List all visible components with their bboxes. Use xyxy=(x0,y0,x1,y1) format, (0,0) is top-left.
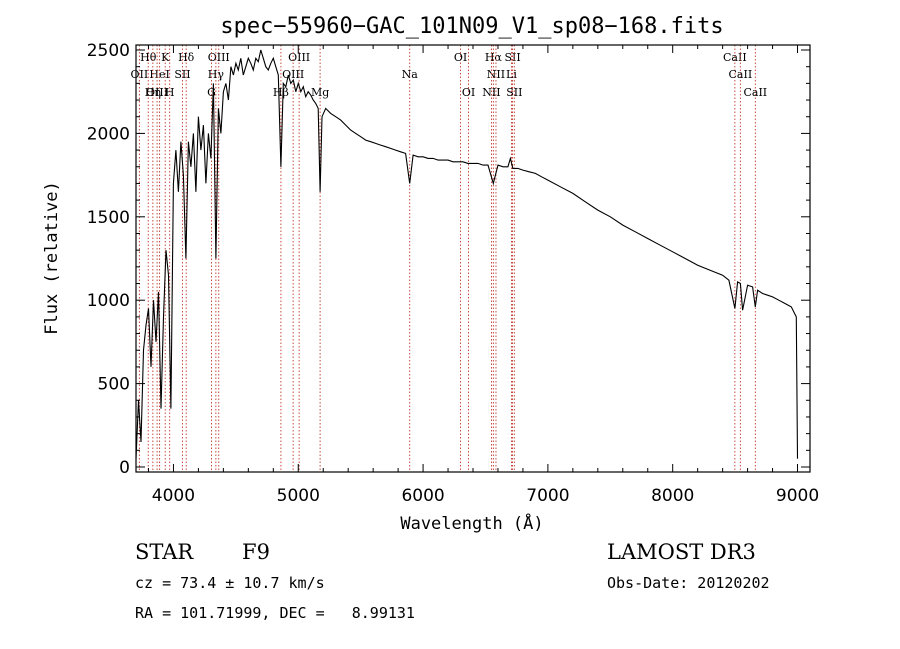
x-tick-label: 8000 xyxy=(651,486,694,506)
line-marker-label: NII xyxy=(487,68,505,81)
y-tick-label: 1000 xyxy=(87,291,130,311)
line-marker-label: SII xyxy=(504,51,520,64)
redshift-velocity: cz = 73.4 ± 10.7 km/s xyxy=(135,574,325,592)
line-marker-label: SII xyxy=(174,68,190,81)
line-marker-label: Hα xyxy=(485,51,503,64)
survey-name: LAMOST DR3 xyxy=(607,540,756,564)
line-marker-label: Hθ xyxy=(140,51,157,64)
plot-frame xyxy=(135,44,811,473)
x-tick-label: 7000 xyxy=(526,486,569,506)
chart-title: spec−55960−GAC_101N09_V1_sp08−168.fits xyxy=(220,14,723,39)
object-class: STAR xyxy=(135,540,194,564)
line-marker-label: Li xyxy=(506,68,517,81)
line-marker-label: Na xyxy=(402,68,419,81)
flux-series-line xyxy=(135,49,799,459)
object-subclass: F9 xyxy=(242,540,270,564)
line-marker-label: G xyxy=(207,86,216,99)
line-marker-label: SII xyxy=(506,86,522,99)
line-marker-label: K xyxy=(161,51,170,64)
line-marker-label: Mg xyxy=(311,86,329,99)
x-axis-label: Wavelength (Å) xyxy=(400,512,543,534)
observation-date: Obs-Date: 20120202 xyxy=(607,574,770,592)
line-marker-label: OIII xyxy=(288,51,310,64)
y-tick-label: 2000 xyxy=(87,124,130,144)
line-marker-label: OI xyxy=(454,51,467,64)
line-marker-label: HeI xyxy=(149,68,169,81)
line-marker-label: OII xyxy=(131,68,149,81)
x-tick-label: 9000 xyxy=(776,486,819,506)
x-tick-label: 4000 xyxy=(152,486,195,506)
x-axis-ticks: 4000 5000 6000 7000 8000 9000 xyxy=(147,45,819,506)
y-tick-label: 1500 xyxy=(87,208,130,228)
y-axis-label: Flux (relative) xyxy=(42,181,62,335)
line-marker-label: CaII xyxy=(729,68,753,81)
line-marker-label: Hδ xyxy=(178,51,195,64)
line-marker-label: H xyxy=(165,86,175,99)
line-marker-label: Hη xyxy=(145,86,161,99)
y-tick-label: 2500 xyxy=(87,41,130,61)
line-marker-label: OIII xyxy=(208,51,230,64)
y-tick-label: 0 xyxy=(119,458,130,478)
y-tick-label: 500 xyxy=(98,375,130,395)
x-tick-label: 6000 xyxy=(401,486,444,506)
line-marker-label: Hγ xyxy=(208,68,225,81)
y-axis-ticks: 0 500 1000 1500 2000 2500 xyxy=(87,41,810,478)
line-marker-label: NII xyxy=(482,86,500,99)
line-marker-label: CaII xyxy=(723,51,747,64)
line-marker-label: OIII xyxy=(146,86,168,99)
line-marker-label: Hβ xyxy=(273,86,289,99)
line-marker-label: OI xyxy=(462,86,475,99)
sky-coordinates: RA = 101.71999, DEC = 8.99131 xyxy=(135,604,415,622)
line-marker-label: CaII xyxy=(743,86,767,99)
line-marker-label: OIII xyxy=(282,68,304,81)
x-tick-label: 5000 xyxy=(277,486,320,506)
